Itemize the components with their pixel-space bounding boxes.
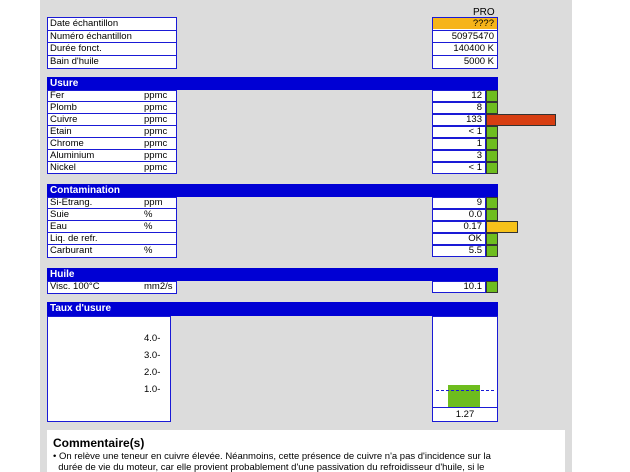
contamination-row-value: OK	[432, 233, 486, 245]
contamination-row-value: 9	[432, 197, 486, 209]
usure-status-bar	[486, 90, 498, 102]
huile-row-unit: mm2/s	[144, 281, 173, 292]
taux-axis-box	[47, 316, 171, 422]
y-tick-label: 2.0-	[144, 367, 161, 378]
usure-row-value: < 1	[432, 126, 486, 138]
usure-row-label: Chrome	[50, 138, 84, 149]
usure-row-value: 133	[432, 114, 486, 126]
y-tick-label: 3.0-	[144, 350, 161, 361]
sample-value: 50975470	[451, 30, 494, 42]
huile-header: Huile	[47, 268, 498, 281]
column-title: PRO	[473, 7, 495, 18]
taux-header: Taux d'usure	[47, 302, 498, 316]
row-divider	[48, 208, 176, 209]
usure-row-unit: ppmc	[144, 114, 168, 125]
row-divider	[48, 55, 176, 57]
comment-line-2: durée de vie du moteur, car elle provien…	[53, 462, 485, 472]
usure-row-label: Nickel	[50, 162, 76, 173]
usure-status-bar	[486, 162, 498, 174]
contamination-status-bar	[486, 245, 498, 257]
contamination-row-unit: ppm	[144, 197, 163, 208]
usure-row-value: 12	[432, 90, 486, 102]
contamination-row-unit: %	[144, 209, 153, 220]
contamination-labels-box	[47, 197, 177, 258]
comment-title: Commentaire(s)	[53, 436, 145, 450]
contamination-status-bar	[486, 209, 498, 221]
usure-status-bar	[486, 102, 498, 114]
row-divider	[48, 113, 176, 114]
contamination-row-value: 0.17	[432, 221, 486, 233]
row-divider	[433, 29, 497, 31]
row-divider	[48, 220, 176, 221]
taux-value: 1.27	[455, 409, 475, 420]
sample-value: ????	[433, 18, 497, 29]
taux-reference-line	[436, 390, 494, 391]
row-divider	[48, 137, 176, 138]
huile-labels-box	[47, 281, 177, 294]
usure-row-label: Cuivre	[50, 114, 78, 125]
usure-row-unit: ppmc	[144, 126, 168, 137]
taux-bar	[448, 385, 480, 407]
row-divider	[48, 244, 176, 245]
usure-row-label: Aluminium	[50, 150, 95, 161]
row-divider	[48, 125, 176, 126]
sample-label: Bain d'huile	[50, 56, 99, 68]
row-divider	[48, 101, 176, 102]
y-tick-label: 1.0-	[144, 384, 161, 395]
usure-status-bar	[486, 138, 498, 150]
sample-value: 5000 K	[463, 56, 494, 68]
row-divider	[433, 55, 497, 57]
sample-label: Date échantillon	[50, 18, 119, 29]
y-tick-label: 4.0-	[144, 333, 161, 344]
sample-value: 140400 K	[453, 43, 494, 55]
contamination-status-bar	[486, 233, 498, 245]
huile-row-label: Visc. 100°C	[50, 281, 100, 292]
contamination-row-label: Carburant	[50, 245, 93, 256]
usure-status-bar	[486, 126, 498, 138]
row-divider	[48, 149, 176, 150]
row-divider	[433, 42, 497, 44]
contamination-row-label: Suie	[50, 209, 70, 220]
usure-row-label: Etain	[50, 126, 72, 137]
contamination-header: Contamination	[47, 184, 498, 197]
huile-row-value: 10.1	[432, 281, 486, 293]
usure-row-unit: ppmc	[144, 150, 168, 161]
contamination-row-unit: %	[144, 245, 153, 256]
usure-status-bar	[486, 150, 498, 162]
comment-box: Commentaire(s) • On relève une teneur en…	[47, 430, 565, 472]
report-page: PRO Date échantillon???? Numéro échantill…	[40, 0, 572, 472]
usure-row-unit: ppmc	[144, 162, 168, 173]
row-divider	[48, 29, 176, 31]
row-divider	[48, 42, 176, 44]
contamination-row-label: Liq. de refr.	[50, 233, 98, 244]
comment-line-1: • On relève une teneur en cuivre élevée.…	[53, 451, 491, 462]
row-divider	[48, 161, 176, 162]
taux-value-divider	[432, 407, 498, 408]
contamination-row-value: 5.5	[432, 245, 486, 257]
contamination-status-bar	[486, 197, 498, 209]
usure-status-bar	[486, 114, 556, 126]
usure-row-label: Plomb	[50, 102, 77, 113]
sample-label: Durée fonct.	[50, 43, 102, 55]
usure-row-value: 8	[432, 102, 486, 114]
usure-row-value: < 1	[432, 162, 486, 174]
row-divider	[48, 232, 176, 233]
sample-label: Numéro échantillon	[50, 30, 132, 42]
contamination-row-label: Eau	[50, 221, 67, 232]
usure-row-value: 1	[432, 138, 486, 150]
usure-row-unit: ppmc	[144, 138, 168, 149]
contamination-status-bar	[486, 221, 518, 233]
usure-row-label: Fer	[50, 90, 65, 101]
contamination-row-value: 0.0	[432, 209, 486, 221]
usure-row-value: 3	[432, 150, 486, 162]
usure-row-unit: ppmc	[144, 90, 168, 101]
usure-labels-box	[47, 90, 177, 174]
contamination-row-label: Si-Etrang.	[50, 197, 93, 208]
contamination-row-unit: %	[144, 221, 153, 232]
usure-row-unit: ppmc	[144, 102, 168, 113]
usure-header: Usure	[47, 77, 498, 90]
huile-status-bar	[486, 281, 498, 293]
